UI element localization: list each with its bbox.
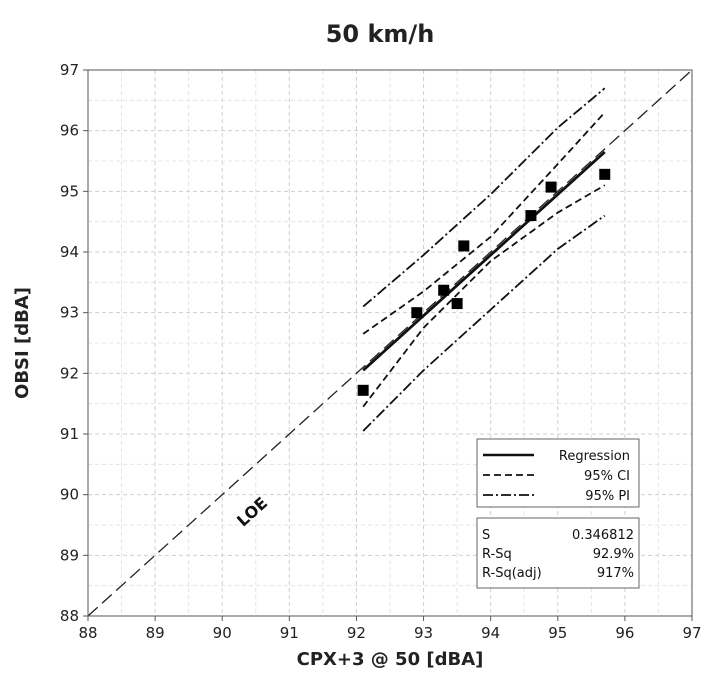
loe-line: [87, 69, 693, 617]
y-tick-label: 88: [60, 607, 79, 625]
x-tick-label: 95: [548, 624, 567, 642]
x-tick-label: 91: [280, 624, 299, 642]
legend: Regression 95% CI 95% PI: [476, 438, 640, 508]
stat-rsq-value: 92.9%: [593, 547, 634, 562]
y-tick-label: 94: [60, 243, 79, 261]
x-tick-label: 94: [481, 624, 500, 642]
x-axis-label: CPX+3 @ 50 [dBA]: [297, 649, 484, 670]
legend-regression: Regression: [559, 449, 630, 464]
x-tick-label: 93: [414, 624, 433, 642]
stat-rsqadj-value: 917%: [597, 566, 634, 581]
y-tick-label: 92: [60, 364, 79, 382]
data-point: [545, 181, 557, 193]
x-tick-label: 88: [78, 624, 97, 642]
y-tick-label: 91: [60, 425, 79, 443]
data-point: [458, 240, 470, 252]
plot-frame: [87, 69, 693, 617]
ci-lower-line: [362, 184, 606, 408]
x-tick-label: 90: [213, 624, 232, 642]
data-point: [438, 284, 450, 296]
pi-lower-line: [362, 214, 606, 432]
chart-title: 50 km/h: [326, 20, 435, 48]
stat-s-label: S: [482, 528, 490, 543]
points-layer: [357, 168, 611, 396]
y-tick-label: 96: [60, 122, 79, 140]
y-tick-label: 97: [60, 61, 79, 79]
data-point: [525, 210, 537, 222]
data-point: [411, 307, 423, 319]
x-tick-label: 92: [347, 624, 366, 642]
y-tick-label: 95: [60, 182, 79, 200]
y-axis-label: OBSI [dBA]: [12, 287, 33, 399]
stat-rsqadj-label: R-Sq(adj): [482, 566, 542, 581]
stat-s-value: 0.346812: [572, 528, 634, 543]
y-ticks: 88 89 90 91 92 93 94 95 96 97: [60, 61, 88, 625]
y-tick-label: 89: [60, 546, 79, 564]
bands-layer: [362, 87, 606, 432]
stats-box: S 0.346812 R-Sq 92.9% R-Sq(adj) 917%: [476, 517, 640, 589]
stats-frame: [476, 517, 640, 589]
x-tick-label: 96: [615, 624, 634, 642]
y-tick-label: 93: [60, 304, 79, 322]
x-ticks: 88 89 90 91 92 93 94 95 96 97: [78, 616, 702, 642]
legend-pi: 95% PI: [585, 489, 630, 504]
data-point: [357, 384, 369, 396]
y-tick-label: 90: [60, 486, 79, 504]
data-point: [451, 298, 463, 310]
stat-rsq-label: R-Sq: [482, 547, 512, 562]
legend-ci: 95% CI: [584, 469, 630, 484]
ci-upper-line: [362, 111, 606, 335]
x-tick-label: 89: [146, 624, 165, 642]
x-tick-label: 97: [682, 624, 701, 642]
pi-upper-line: [362, 87, 606, 308]
data-point: [599, 168, 611, 180]
regression-line: [362, 150, 606, 372]
